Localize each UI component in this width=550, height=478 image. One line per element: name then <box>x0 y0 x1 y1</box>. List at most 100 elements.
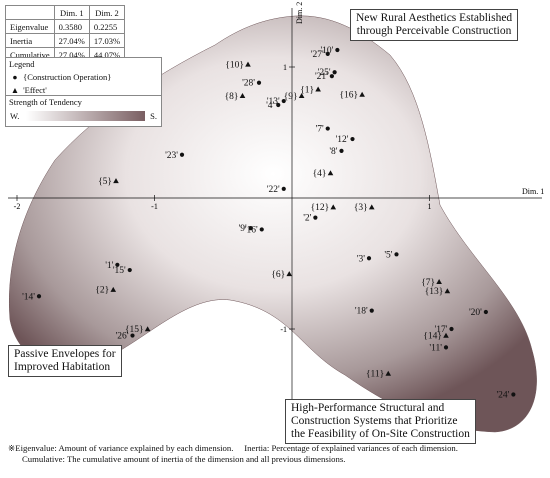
point-label: {3} <box>354 203 368 213</box>
strength-of-tendency: Strength of Tendency W. S. <box>5 95 162 127</box>
point-label: '11' <box>429 343 442 353</box>
stats-cell: Inertia <box>5 33 55 48</box>
effect-point <box>335 47 340 53</box>
effect-point <box>449 326 454 332</box>
point-label: {10} <box>225 60 244 70</box>
legend: Legend ● {Construction Operation} ▲ 'Eff… <box>5 57 162 98</box>
region-label-line: High-Performance Structural and <box>291 402 445 414</box>
x-tick-label: 1 <box>428 202 432 211</box>
operation-point <box>315 86 321 92</box>
point-label: '10' <box>320 46 333 56</box>
effect-point <box>248 226 253 231</box>
point-label: '16' <box>245 225 258 235</box>
region-label-line: Improved Habitation <box>14 361 111 373</box>
point-label: {1} <box>300 85 314 95</box>
operation-point <box>327 170 334 176</box>
effect-point <box>115 262 120 267</box>
point-label: '28' <box>242 79 255 89</box>
point-label: '18' <box>355 307 368 317</box>
y-axis-title: Dim. 2 <box>295 2 304 24</box>
strength-low-label: W. <box>10 111 20 121</box>
effect-point <box>179 152 185 157</box>
point-label: '1' <box>105 261 113 271</box>
effect-point <box>325 51 330 57</box>
point-label: '23' <box>165 151 178 161</box>
legend-item-operation: ● {Construction Operation} <box>6 71 161 84</box>
circle-icon: ● <box>12 72 18 82</box>
operation-point <box>385 370 392 376</box>
point-label: '26' <box>116 332 129 342</box>
region-label-passive-envelopes: Passive Envelopes for Improved Habitatio… <box>8 345 122 377</box>
point-label: '9' <box>239 224 247 234</box>
operation-point <box>443 332 449 338</box>
stats-row: Inertia 27.04% 17.03% <box>5 33 126 48</box>
point-label: '20' <box>469 308 482 318</box>
operation-point <box>110 286 117 292</box>
legend-item-label: {Construction Operation} <box>23 72 112 82</box>
effect-point <box>127 267 132 273</box>
effect-point <box>325 126 330 131</box>
legend-title: Legend <box>9 59 35 69</box>
stats-header-cell: Dim. 2 <box>88 5 126 20</box>
region-label-line: Construction Systems that Prioritize <box>291 415 458 427</box>
region-label-line: the Feasibility of On-Site Construction <box>291 428 470 440</box>
point-label: '24' <box>496 391 509 401</box>
y-tick-label: 1 <box>283 63 287 72</box>
point-label: '25' <box>318 68 331 78</box>
point-label: '8' <box>329 147 337 157</box>
effect-point <box>256 80 262 85</box>
point-label: {11} <box>366 370 384 380</box>
point-label: {2} <box>95 286 109 296</box>
operation-point <box>436 279 442 285</box>
point-label: '5' <box>384 250 392 260</box>
operation-point <box>286 271 293 277</box>
effect-point <box>259 227 264 232</box>
point-label: '4' <box>266 101 274 111</box>
effect-point <box>443 345 449 350</box>
point-label: {5} <box>98 177 112 187</box>
effect-point <box>369 308 374 313</box>
point-label: {9} <box>284 92 298 102</box>
triangle-icon: ▲ <box>10 85 20 95</box>
x-tick-label: -1 <box>151 202 158 211</box>
point-label: '12' <box>336 135 349 145</box>
point-label: {15} <box>125 325 144 335</box>
x-tick-label: -2 <box>14 202 21 211</box>
point-label: {4} <box>313 169 327 179</box>
footnote-line: ※Eigenvalue: Amount of variance explaine… <box>8 443 458 453</box>
point-label: '27' <box>311 50 324 60</box>
region-label-high-performance: High-Performance Structural and Construc… <box>285 399 476 444</box>
stats-cell: Eigenvalue <box>5 19 55 34</box>
point-label: '7' <box>316 125 324 135</box>
strength-high-label: S. <box>150 111 157 121</box>
operation-point <box>245 61 251 67</box>
operation-point <box>368 204 375 210</box>
point-label: {12} <box>311 203 330 213</box>
operation-point <box>144 326 151 332</box>
region-label-line: New Rural Aesthetics Established <box>356 12 513 24</box>
point-label: '2' <box>303 214 311 224</box>
effect-point <box>332 70 337 75</box>
effect-point <box>130 333 135 338</box>
point-label: '13' <box>267 97 280 107</box>
operation-point <box>444 288 451 294</box>
point-label: '17' <box>435 325 448 335</box>
footnote-line: Cumulative: The cumulative amount of ine… <box>22 453 346 464</box>
x-axis-title: Dim. 1 <box>522 187 544 196</box>
stats-cell: 27.04% <box>53 33 90 48</box>
operation-point <box>113 178 119 184</box>
point-label: {14} <box>423 332 442 342</box>
point-label: '14' <box>22 292 35 302</box>
effect-point <box>350 136 355 142</box>
effect-point <box>281 98 286 104</box>
strength-gradient-bar <box>26 111 145 121</box>
effect-point <box>483 309 488 315</box>
point-label: {7} <box>421 278 435 288</box>
effect-point <box>313 215 318 220</box>
effect-point <box>366 256 372 261</box>
effect-point <box>276 102 281 108</box>
stats-header-cell <box>5 5 55 20</box>
point-label: '15' <box>113 266 126 276</box>
region-label-line: through Perceivable Construction <box>356 25 512 37</box>
